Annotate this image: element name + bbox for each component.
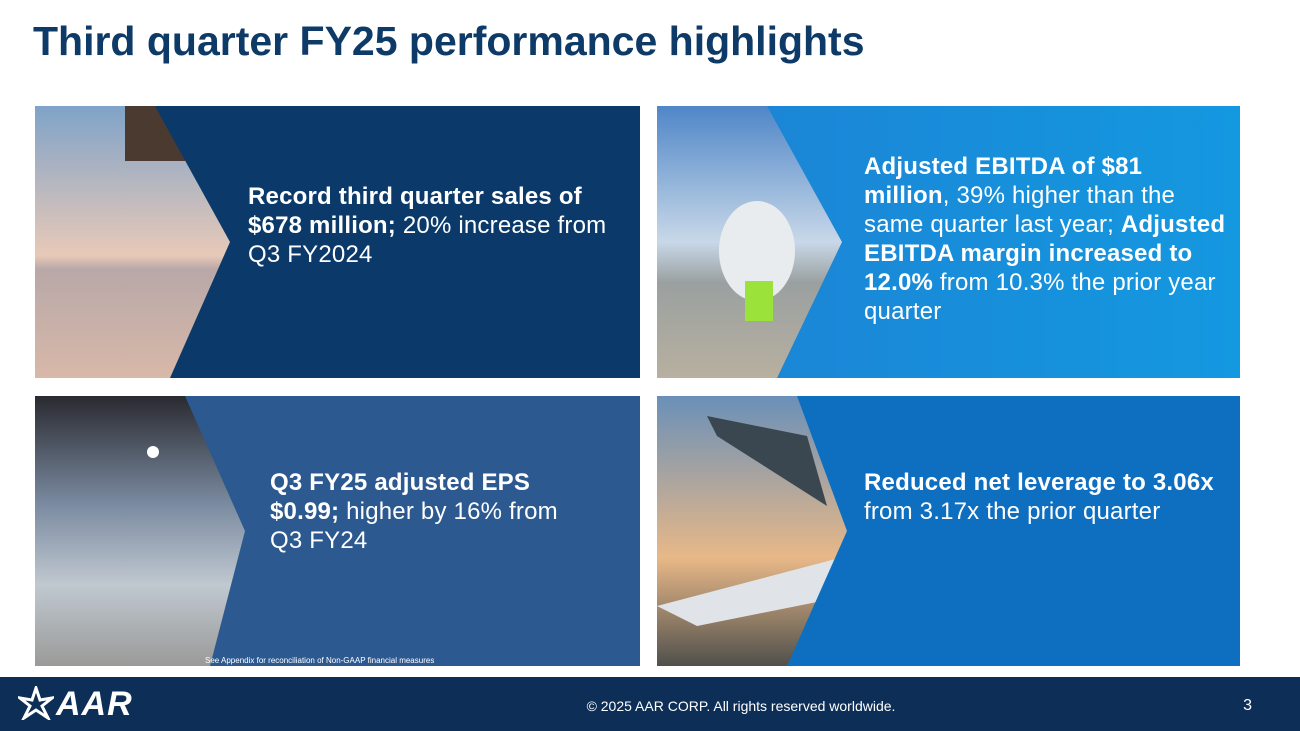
panel-bg bbox=[35, 396, 640, 666]
page-number: 3 bbox=[1243, 697, 1252, 714]
panel: Record third quarter sales of $678 milli… bbox=[35, 106, 640, 378]
bold-text: Reduced net leverage to 3.06x bbox=[864, 469, 1214, 496]
panel-text: Record third quarter sales of $678 milli… bbox=[248, 182, 618, 269]
text: 20% increase from Q3 FY2024 bbox=[248, 212, 607, 268]
text: from 10.3% the prior year quarter bbox=[864, 269, 1216, 325]
text: from 3.17x the prior quarter bbox=[864, 498, 1161, 525]
panel: Reduced net leverage to 3.06x from 3.17x… bbox=[657, 396, 1240, 666]
bold-text: Record third quarter sales of $678 milli… bbox=[248, 183, 582, 239]
panel-text: Q3 FY25 adjusted EPS $0.99; higher by 16… bbox=[270, 468, 590, 555]
panel-bg bbox=[657, 106, 1240, 378]
text: higher by 16% from Q3 FY24 bbox=[270, 498, 558, 554]
logo-mark bbox=[18, 686, 54, 720]
bold-text: Q3 FY25 adjusted EPS $0.99; bbox=[270, 469, 531, 525]
bold-text: Adjusted EBITDA margin increased to 12.0… bbox=[864, 211, 1226, 296]
panel-bg bbox=[35, 106, 640, 378]
logo: AAR bbox=[56, 685, 133, 723]
panel-text: Reduced net leverage to 3.06x from 3.17x… bbox=[864, 468, 1214, 526]
text: , 39% higher than the same quarter last … bbox=[864, 182, 1176, 238]
panel-text: Adjusted EBITDA of $81 million, 39% high… bbox=[864, 152, 1234, 326]
footer: AAR © 2025 AAR CORP. All rights reserved… bbox=[0, 677, 1300, 731]
panel-bg bbox=[657, 396, 1240, 666]
copyright: © 2025 AAR CORP. All rights reserved wor… bbox=[586, 698, 896, 714]
panel: Q3 FY25 adjusted EPS $0.99; higher by 16… bbox=[35, 396, 640, 666]
slide-title: Third quarter FY25 performance highlight… bbox=[33, 18, 865, 64]
bold-text: Adjusted EBITDA of $81 million bbox=[864, 153, 1143, 209]
footnote: See Appendix for reconciliation of Non-G… bbox=[205, 656, 435, 665]
panel: Adjusted EBITDA of $81 million, 39% high… bbox=[657, 106, 1240, 378]
